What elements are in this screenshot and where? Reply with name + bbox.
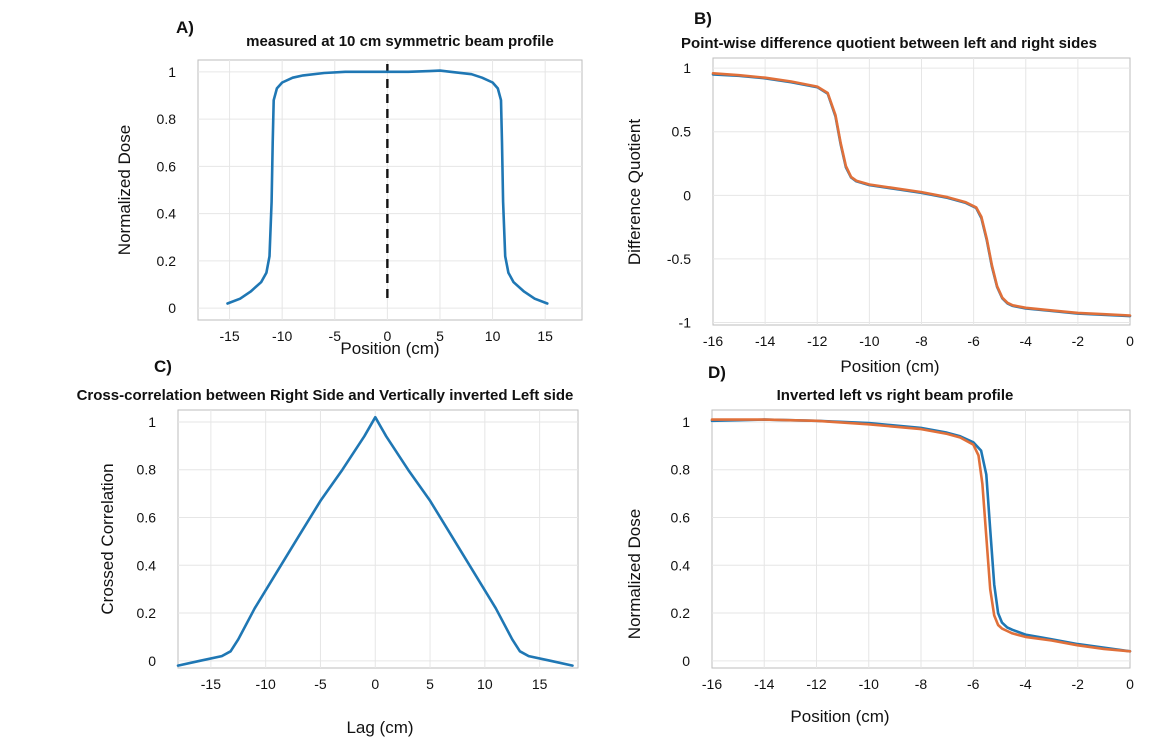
x-tick-label: -10: [256, 676, 276, 692]
x-tick-label: -4: [1019, 676, 1032, 692]
x-tick-label: -5: [314, 676, 327, 692]
x-tick-label: 0: [383, 328, 391, 344]
panel-title: Point-wise difference quotient between l…: [681, 35, 1097, 52]
panel-title: Inverted left vs right beam profile: [777, 387, 1014, 404]
x-tick-label: -12: [807, 333, 827, 349]
y-tick-label: 0: [148, 653, 156, 669]
panel-letter: A): [176, 18, 194, 37]
y-tick-label: 0: [683, 187, 691, 203]
panel-letter: C): [154, 357, 172, 376]
x-tick-label: -12: [806, 676, 826, 692]
x-tick-label: -14: [754, 676, 774, 692]
y-tick-label: 0.2: [137, 605, 157, 621]
y-tick-label: 0.2: [671, 605, 691, 621]
y-axis-label: Difference Quotient: [625, 119, 644, 265]
x-tick-label: -6: [967, 676, 980, 692]
x-axis-label: Position (cm): [790, 707, 889, 726]
y-tick-label: 1: [168, 64, 176, 80]
x-tick-label: -2: [1072, 676, 1085, 692]
plot-area: [197, 59, 583, 321]
x-tick-label: 0: [1126, 333, 1134, 349]
y-tick-label: 0.6: [157, 158, 177, 174]
x-axis-label: Lag (cm): [346, 718, 413, 737]
y-tick-label: 0.8: [137, 462, 157, 478]
y-tick-label: 1: [683, 60, 691, 76]
x-tick-label: 0: [371, 676, 379, 692]
y-tick-label: 0.6: [671, 510, 691, 526]
panel-title: measured at 10 cm symmetric beam profile: [246, 33, 554, 50]
x-tick-label: -15: [219, 328, 239, 344]
x-tick-label: -16: [703, 333, 723, 349]
panel-a: -15 -10 -5 0 5 10 15 0 0.2 0.4 0.6 0.8 1 A) measured a…: [115, 18, 583, 358]
x-tick-label: 15: [532, 676, 548, 692]
y-tick-label: 0.4: [137, 557, 157, 573]
panel-letter: D): [708, 363, 726, 382]
x-tick-label: -5: [329, 328, 342, 344]
x-tick-label: -6: [967, 333, 980, 349]
x-axis-label: Position (cm): [840, 357, 939, 376]
series-line: [176, 415, 574, 667]
y-tick-label: 0.2: [157, 253, 177, 269]
y-tick-label: 0.5: [672, 124, 692, 140]
y-tick-label: 0: [168, 300, 176, 316]
x-tick-label: -10: [859, 333, 879, 349]
x-tick-label: -14: [755, 333, 775, 349]
x-tick-label: 10: [485, 328, 501, 344]
y-axis-label: Crossed Correlation: [98, 463, 117, 614]
y-tick-label: 0.6: [137, 510, 157, 526]
y-tick-label: 1: [682, 414, 690, 430]
series-line: [711, 72, 1132, 317]
y-tick-label: 0.8: [671, 462, 691, 478]
panel-title: Cross-correlation between Right Side and…: [77, 387, 574, 404]
x-tick-label: 5: [436, 328, 444, 344]
plot-area: [177, 409, 579, 669]
x-tick-label: -8: [915, 676, 928, 692]
y-tick-label: 0.4: [671, 557, 691, 573]
panel-c: -15 -10 -5 0 5 10 15 0 0.2 0.4 0.6 0.8 1 C) Cross-corr…: [77, 357, 579, 737]
panel-d: -16 -14 -12 -10 -8 -6 -4 -2 0 0 0.2 0.4 0.6 0.8 1 D) Inv…: [625, 363, 1134, 726]
x-tick-label: -4: [1020, 333, 1033, 349]
series-line: [710, 418, 1132, 653]
x-tick-label: 0: [1126, 676, 1134, 692]
x-tick-label: -15: [201, 676, 221, 692]
y-tick-label: 0.4: [157, 206, 177, 222]
x-tick-label: 10: [477, 676, 493, 692]
y-tick-label: -1: [679, 314, 692, 330]
y-tick-label: 0.8: [157, 111, 177, 127]
x-tick-label: 15: [537, 328, 553, 344]
panel-b: -16 -14 -12 -10 -8 -6 -4 -2 0 -1 -0.5 0 0.5 1 B) Point-…: [625, 9, 1134, 376]
x-tick-label: -8: [915, 333, 928, 349]
series-line: [226, 69, 549, 305]
y-tick-label: -0.5: [667, 251, 691, 267]
x-tick-label: 5: [426, 676, 434, 692]
x-tick-label: -10: [272, 328, 292, 344]
panel-letter: B): [694, 9, 712, 28]
y-axis-label: Normalized Dose: [625, 509, 644, 639]
x-tick-label: -10: [859, 676, 879, 692]
x-tick-label: -16: [702, 676, 722, 692]
y-tick-label: 0: [682, 653, 690, 669]
y-tick-label: 1: [148, 414, 156, 430]
y-axis-label: Normalized Dose: [115, 125, 134, 255]
x-axis-label: Position (cm): [340, 339, 439, 358]
x-tick-label: -2: [1072, 333, 1085, 349]
